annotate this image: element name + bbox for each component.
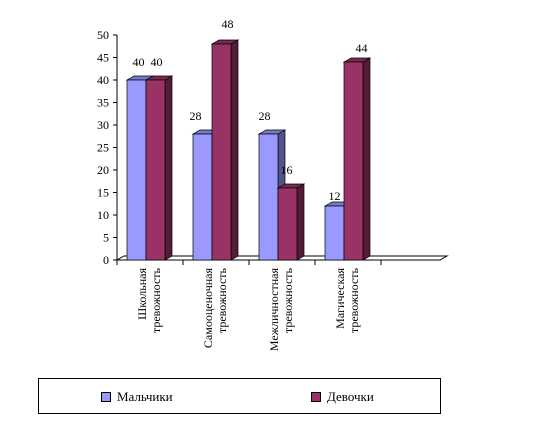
bar-side (296, 183, 305, 261)
bar-Девочки-0 (144, 75, 174, 261)
y-tick-label: 35 (97, 96, 109, 110)
data-label: 16 (281, 163, 293, 177)
legend-label-girls: Девочки (327, 389, 374, 404)
category-label-line: Межличностная (267, 268, 281, 352)
legend-item-boys: Мальчики (101, 389, 173, 405)
bar-front (343, 61, 364, 261)
data-label: 28 (259, 109, 271, 123)
bar-front (145, 79, 166, 261)
data-label: 12 (329, 189, 341, 203)
y-tick-label: 40 (97, 73, 109, 87)
y-tick-label: 20 (97, 163, 109, 177)
legend-swatch-boys (101, 392, 111, 402)
y-tick-label: 25 (97, 141, 109, 155)
category-label-line: тревожность (347, 267, 361, 333)
bar-front (192, 133, 213, 261)
y-tick-label: 50 (97, 28, 109, 42)
category-label-line: тревожность (149, 267, 163, 333)
category-label-line: тревожность (215, 267, 229, 333)
category-label: Школьнаятревожность (135, 267, 163, 333)
legend: Мальчики Девочки (38, 378, 441, 414)
bar-front (211, 43, 232, 261)
y-tick-label: 10 (97, 208, 109, 222)
bar-side (362, 57, 371, 261)
data-label: 28 (190, 109, 202, 123)
bar-Девочки-3 (342, 57, 372, 261)
y-tick-label: 0 (103, 253, 109, 267)
bar-front (258, 133, 279, 261)
category-label-line: Школьная (135, 268, 149, 320)
y-tick-label: 45 (97, 51, 109, 65)
legend-item-girls: Девочки (311, 389, 374, 405)
bar-front (324, 205, 345, 261)
legend-label-boys: Мальчики (117, 389, 173, 404)
y-tick-label: 5 (103, 231, 109, 245)
data-label: 40 (151, 55, 163, 69)
bar-side (230, 39, 239, 261)
data-label: 40 (133, 55, 145, 69)
category-label: Магическаятревожность (333, 267, 361, 333)
bar-front (277, 187, 298, 261)
category-label-line: тревожность (281, 267, 295, 333)
data-label: 44 (356, 41, 368, 55)
y-tick-label: 30 (97, 118, 109, 132)
category-label-line: Самооценочная (201, 268, 215, 349)
bar-Девочки-2 (276, 183, 306, 261)
category-label-line: Магическая (333, 268, 347, 329)
bar-front (126, 79, 147, 261)
category-label: Межличностнаятревожность (267, 267, 295, 351)
legend-swatch-girls (311, 392, 321, 402)
data-label: 48 (222, 17, 234, 31)
bar-Девочки-1 (210, 39, 240, 261)
bar-side (164, 75, 173, 261)
y-tick-label: 15 (97, 186, 109, 200)
category-label: Самооценочнаятревожность (201, 267, 229, 348)
